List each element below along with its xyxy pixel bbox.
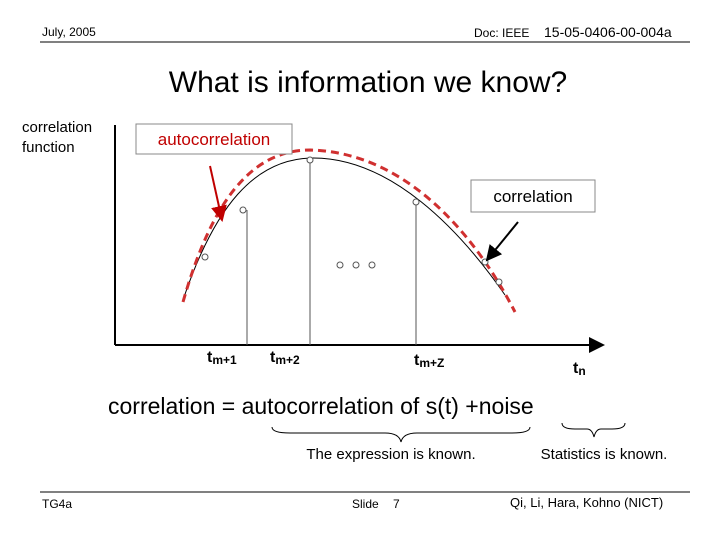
slide-number: 7 (393, 497, 400, 511)
axis-label: correlation (22, 119, 92, 136)
note: Statistics is known. (541, 446, 668, 463)
label-sub: n (578, 364, 585, 378)
autocorrelation-box (135, 123, 293, 155)
label-base: t (207, 349, 213, 366)
slide-title: What is information we know? (169, 66, 568, 99)
label-sub: m+1 (212, 353, 237, 367)
label-base: t (414, 352, 420, 369)
equation: correlation = autocorrelation of s(t) +n… (108, 393, 534, 419)
x-labels: tm+1 tm+2 tm+Z tn (207, 349, 586, 378)
label-base: t (573, 360, 579, 377)
x-label: tm+2 (270, 349, 300, 367)
correlation-curve (182, 157, 506, 301)
date: July, 2005 (42, 25, 96, 39)
note: The expression is known. (306, 446, 475, 463)
label-base: t (270, 349, 276, 366)
arrow (485, 221, 519, 262)
box-label: autocorrelation (158, 130, 270, 149)
sample-points (201, 156, 503, 286)
correlation-box (470, 179, 596, 213)
x-label: tn (573, 360, 586, 378)
x-label: tm+1 (207, 349, 237, 367)
footer-group: TG4a (42, 497, 72, 511)
authors: Qi, Li, Hara, Kohno (NICT) (510, 495, 663, 510)
axis-label: function (22, 139, 75, 156)
label-sub: m+2 (275, 353, 300, 367)
doc-number: 15-05-0406-00-004a (544, 24, 672, 40)
x-label: tm+Z (414, 352, 444, 370)
box-label: correlation (493, 187, 572, 206)
slide-label: Slide (352, 497, 379, 511)
doc-prefix: Doc: IEEE (474, 26, 529, 40)
arrow (209, 165, 227, 222)
brace (561, 422, 626, 438)
autocorrelation-curve (181, 148, 517, 313)
brace (271, 426, 531, 443)
label-sub: m+Z (419, 356, 444, 370)
